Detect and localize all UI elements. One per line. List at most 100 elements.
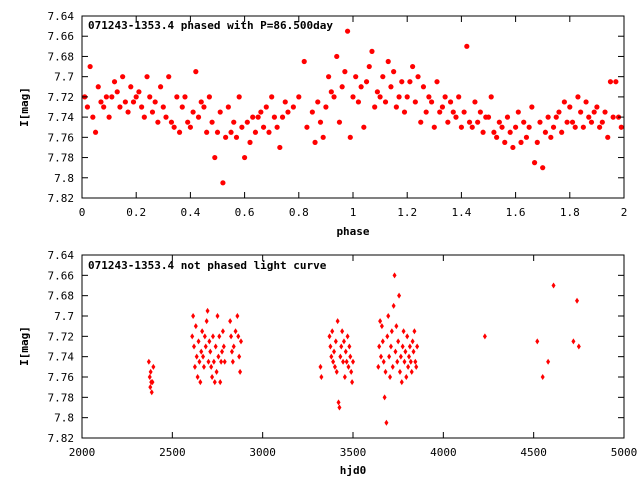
phased-data-point [206,94,212,100]
unphased-data-point [238,368,243,375]
phased-data-point [428,99,435,105]
phased-data-point [475,119,481,125]
phased-data-point [163,114,169,120]
unphased-data-point [199,348,204,355]
phased-data-point [144,74,150,80]
unphased-data-point [221,343,226,350]
phased-data-point [485,114,492,120]
phased-data-point [133,94,139,100]
phased-data-point [618,124,624,130]
unphased-data-point [196,338,201,345]
unphased-data-point [228,318,233,325]
phased-data-point [109,94,115,100]
phased-data-point [179,104,185,110]
unphased-data-point [201,363,206,370]
unphased-data-point [382,394,387,401]
phased-data-point [106,114,112,120]
unphased-data-point [379,323,384,330]
phased-data-point [282,99,288,105]
phased-data-point [453,114,459,120]
phased-data-point [326,74,332,80]
phased-x-tick-label: 1.6 [506,206,526,219]
phased-data-point [488,94,494,100]
unphased-y-axis-label: I[mag] [18,326,31,366]
phased-data-point [469,124,475,130]
phased-data-point [586,114,592,120]
unphased-data-point [540,374,545,380]
phased-data-point [101,104,107,110]
phased-data-point [190,109,196,115]
unphased-x-tick-label: 4000 [430,446,457,459]
unphased-data-point [220,328,225,335]
phased-data-point [450,109,456,115]
phased-data-point [166,74,172,80]
phased-data-point [252,129,259,135]
unphased-y-tick-label: 7.66 [48,269,75,282]
unphased-y-tick-label: 7.82 [48,432,75,445]
phased-data-point [385,58,391,65]
phased-x-axis-label: phase [336,225,369,238]
phased-data-point [315,99,321,105]
phased-data-point [480,129,486,135]
phased-data-point [518,139,524,145]
unphased-data-point [194,353,199,360]
phased-data-point [591,109,597,115]
unphased-data-point [201,353,206,360]
phased-x-tick-label: 0.4 [180,206,200,219]
unphased-data-point [204,318,209,325]
unphased-data-point [351,358,355,365]
unphased-data-point [377,343,382,350]
unphased-y-tick-label: 7.76 [48,371,75,384]
phased-data-point [128,84,134,90]
phased-data-point [312,139,318,145]
phased-data-point [233,134,240,140]
unphased-data-point [237,353,242,360]
phased-data-point [236,94,242,100]
unphased-data-point [331,358,336,365]
unphased-data-point [213,343,218,350]
unphased-data-point [349,368,354,375]
unphased-data-point [535,338,540,345]
phased-data-point [613,79,619,85]
unphased-data-point [414,363,419,370]
phased-data-point [567,104,573,110]
phased-data-point [431,124,437,130]
unphased-data-point [231,343,236,350]
phased-data-point [263,104,269,110]
phased-x-tick-label: 1.2 [397,206,417,219]
phased-data-point [559,129,565,135]
phased-x-tick-label: 0.8 [289,206,309,219]
unphased-data-point [334,368,339,375]
phased-data-point [296,94,302,100]
unphased-data-point [402,358,407,365]
phased-data-point [499,124,505,130]
unphased-data-point [205,307,210,314]
unphased-data-point [345,333,350,340]
unphased-data-point [395,358,400,365]
phased-data-point [266,129,272,135]
phased-data-point [407,79,413,85]
phased-data-point [583,99,589,105]
phased-data-point [323,104,329,110]
phased-data-point [285,109,291,115]
phased-data-point [597,124,603,130]
unphased-data-point [397,368,402,375]
phased-y-tick-label: 7.7 [54,71,74,84]
phased-data-points [82,28,624,186]
unphased-data-point [380,338,385,345]
unphased-data-point [146,358,151,365]
unphased-data-point [378,318,383,325]
phased-data-point [553,114,559,120]
phased-data-point [561,99,567,105]
unphased-data-point [229,333,234,340]
phased-data-point [212,154,218,161]
phased-data-point [545,114,551,120]
unphased-y-tick-label: 7.7 [54,310,74,323]
phased-data-point [187,124,193,130]
phased-data-point [496,119,502,125]
phased-data-point [401,109,408,115]
unphased-x-tick-label: 2000 [69,446,96,459]
unphased-data-point [338,353,343,360]
phased-y-tick-label: 7.82 [48,192,75,205]
unphased-data-point [209,363,214,370]
